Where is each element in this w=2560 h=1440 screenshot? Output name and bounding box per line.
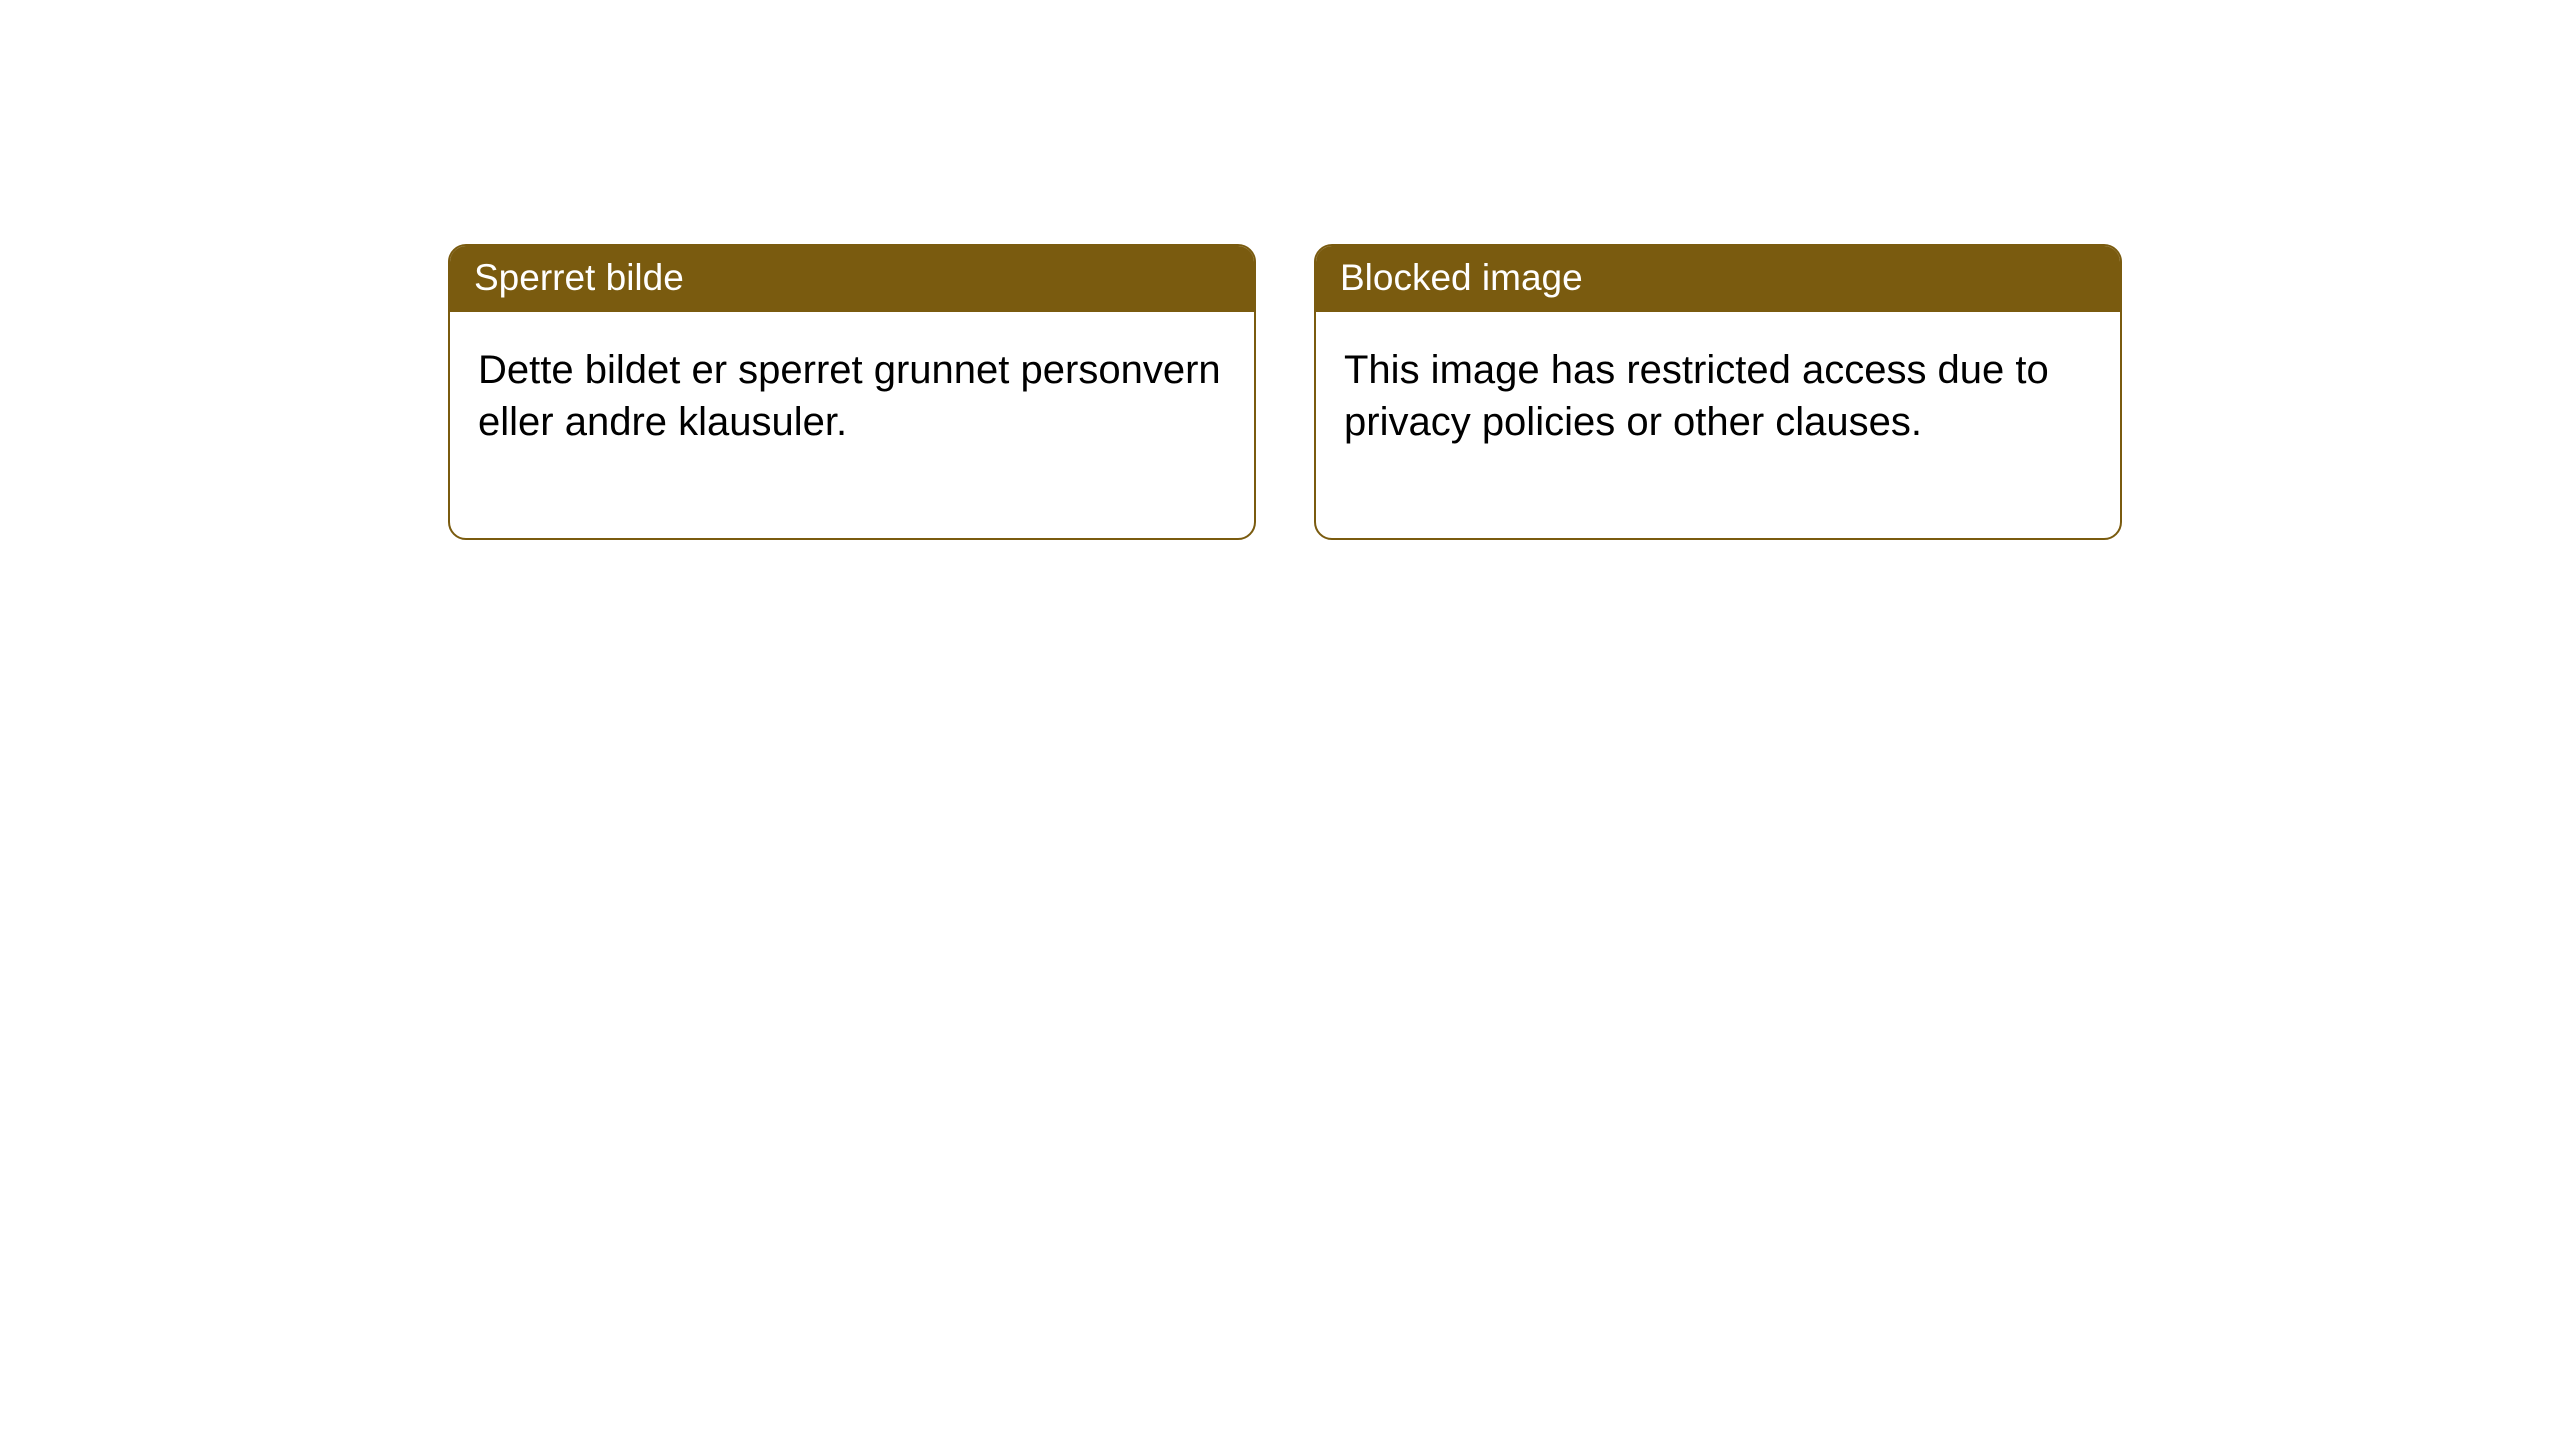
notice-box-english: Blocked image This image has restricted … [1314,244,2122,540]
notice-box-norwegian: Sperret bilde Dette bildet er sperret gr… [448,244,1256,540]
notice-body-norwegian: Dette bildet er sperret grunnet personve… [450,312,1254,538]
notice-title-english: Blocked image [1316,246,2120,312]
notice-body-english: This image has restricted access due to … [1316,312,2120,538]
notice-title-norwegian: Sperret bilde [450,246,1254,312]
notice-container: Sperret bilde Dette bildet er sperret gr… [448,244,2122,540]
